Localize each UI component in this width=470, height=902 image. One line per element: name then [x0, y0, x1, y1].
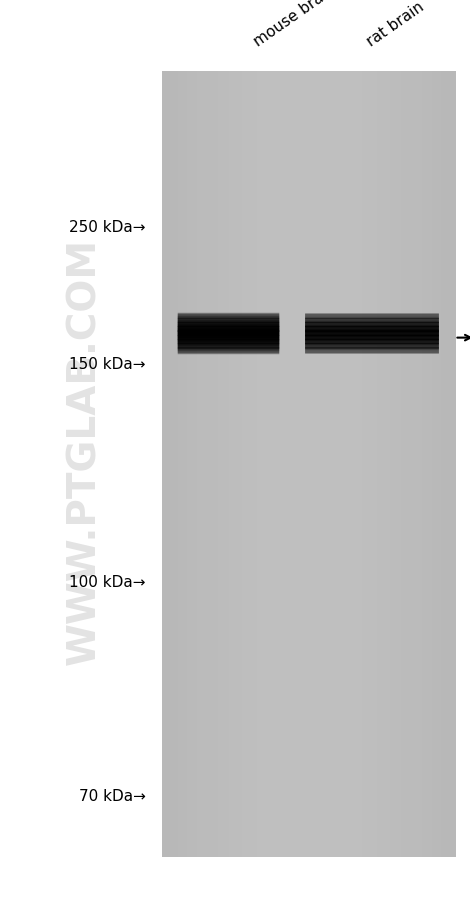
Text: 150 kDa→: 150 kDa→ — [69, 357, 146, 372]
Text: 100 kDa→: 100 kDa→ — [69, 575, 146, 589]
FancyBboxPatch shape — [162, 72, 456, 857]
Text: 70 kDa→: 70 kDa→ — [79, 788, 146, 803]
Text: rat brain: rat brain — [364, 0, 427, 50]
Text: mouse brain: mouse brain — [251, 0, 338, 50]
Text: 250 kDa→: 250 kDa→ — [69, 220, 146, 235]
Text: WWW.PTGLAB.COM: WWW.PTGLAB.COM — [66, 237, 103, 665]
